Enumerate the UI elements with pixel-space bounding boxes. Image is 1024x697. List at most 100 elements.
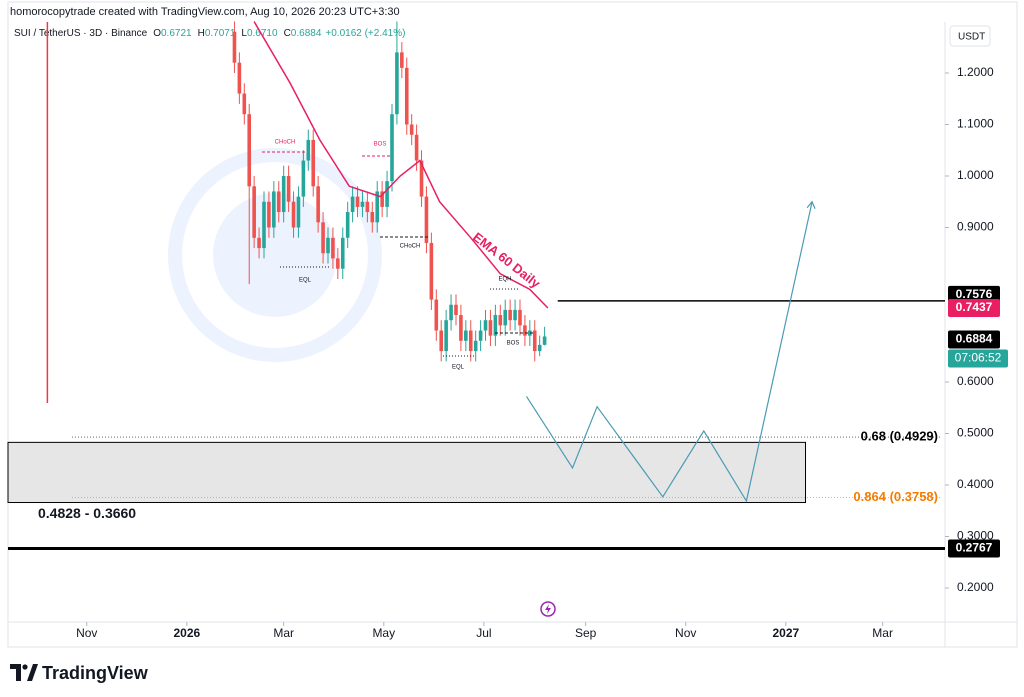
y-tick-label: 1.1000 — [957, 117, 994, 131]
currency-box — [949, 25, 991, 47]
candle-body — [537, 344, 542, 352]
candle-body — [360, 201, 365, 207]
ohlc-value: 0.7071 — [205, 28, 236, 39]
ohlc-letter: O — [153, 28, 161, 39]
projection-line — [525, 201, 813, 503]
candle-body — [326, 237, 330, 254]
zone — [7, 441, 807, 504]
countdown-tag — [948, 349, 1008, 368]
watermark — [168, 148, 382, 362]
candle-body — [503, 309, 508, 326]
candle-body — [532, 330, 537, 352]
candle-body — [523, 325, 527, 336]
candle-body — [409, 124, 414, 135]
candle-body — [365, 201, 370, 213]
candle-body — [340, 237, 345, 269]
ohlc-value: 0.6721 — [161, 28, 192, 39]
candle-body — [508, 309, 512, 321]
y-tick-label: 1.2000 — [957, 65, 994, 79]
tv-brand: TradingView — [42, 663, 149, 683]
candle-body — [237, 62, 242, 94]
candle-body — [488, 320, 493, 336]
candle-body — [414, 134, 419, 161]
candle-body — [498, 315, 503, 326]
x-tick-label: Mar — [872, 626, 893, 640]
candle-body — [518, 309, 522, 326]
x-tick-label: May — [372, 626, 395, 640]
annotation-label: EQL — [452, 365, 465, 371]
y-tick-label: 0.6000 — [957, 374, 994, 388]
plot: 0.4828 - 0.3660 0.68 (0.4929) 0.864 (0.375… — [7, 21, 945, 551]
ohlc-letter: C — [284, 28, 291, 39]
annotation-label: EQL — [299, 278, 312, 284]
candle-body — [513, 309, 517, 321]
candle-body — [400, 52, 404, 68]
fib-label: 0.68 (0.4929) — [861, 429, 938, 444]
y-tick-label: 0.5000 — [957, 426, 994, 440]
candle-body — [276, 191, 281, 213]
candle-body — [478, 330, 483, 341]
price-tag — [948, 539, 1000, 558]
candle-body — [306, 139, 311, 161]
x-tick-label: Jul — [476, 626, 491, 640]
y-tick-label: 0.2000 — [957, 580, 994, 594]
annotation-label: BOS — [374, 142, 387, 148]
candle-body — [434, 299, 439, 331]
symbol-header: SUI / TetherUS · 3D · Binance O0.6721 H0.7… — [14, 28, 405, 39]
candle-body — [375, 191, 380, 223]
candle-body — [247, 114, 252, 187]
candle-body — [449, 304, 453, 321]
candle-body — [267, 201, 271, 228]
attribution: homorocopytrade created with TradingView… — [10, 6, 400, 18]
candle-body — [493, 315, 498, 336]
price-tag-label: 0.6884 — [956, 332, 993, 346]
candle-body — [468, 330, 473, 352]
price-tag — [948, 330, 1000, 349]
candle-body — [429, 242, 434, 300]
candle-body — [444, 320, 448, 352]
candle-body — [291, 201, 296, 228]
candle-body — [232, 31, 237, 63]
y-tick-label: 0.3000 — [957, 529, 994, 543]
ohlc-value: 0.6710 — [247, 28, 278, 39]
candle-body — [321, 222, 325, 254]
currency: USDT — [958, 32, 985, 43]
annotation-label: EQH — [498, 277, 511, 283]
candle-body — [419, 160, 424, 197]
y-tick-label: 0.4000 — [957, 477, 994, 491]
x-tick-label: 2027 — [772, 626, 799, 640]
candle-body — [370, 212, 375, 223]
ohlc-letter: L — [241, 28, 247, 39]
annotation-label: CHoCH — [400, 244, 421, 250]
frame — [7, 1, 1018, 648]
candle-body — [336, 258, 340, 269]
candle-body — [424, 196, 429, 243]
x-tick-label: Sep — [575, 626, 597, 640]
candle-body — [257, 237, 261, 249]
x-tick-label: 2026 — [174, 626, 201, 640]
price-tag-label: 0.7576 — [956, 287, 993, 301]
candle-body — [464, 330, 468, 341]
candle-body — [528, 330, 532, 336]
symbol-line: SUI / TetherUS · 3D · Binance O0.6721 H0.7… — [14, 28, 405, 39]
tv-logo — [10, 664, 38, 681]
candle-body — [542, 336, 547, 345]
candle-body — [385, 181, 389, 207]
candle-body — [242, 93, 247, 115]
ohlc-letter: H — [198, 28, 205, 39]
x-tick-label: Mar — [273, 626, 294, 640]
fib-label: 0.864 (0.3758) — [853, 489, 938, 504]
price-tag-label: 0.7437 — [956, 300, 993, 314]
candle-body — [404, 67, 409, 125]
candle-body — [252, 186, 256, 238]
change: +0.0162 (+2.41%) — [325, 28, 405, 39]
zone-label: 0.4828 - 0.3660 — [38, 505, 136, 521]
projection-arrow — [806, 200, 816, 209]
candle-body — [355, 196, 360, 207]
candle-body — [316, 186, 320, 223]
price-tag-label: 0.2767 — [956, 541, 993, 555]
candle-body — [483, 320, 488, 331]
candle-body — [345, 212, 350, 238]
candle-body — [311, 139, 316, 187]
